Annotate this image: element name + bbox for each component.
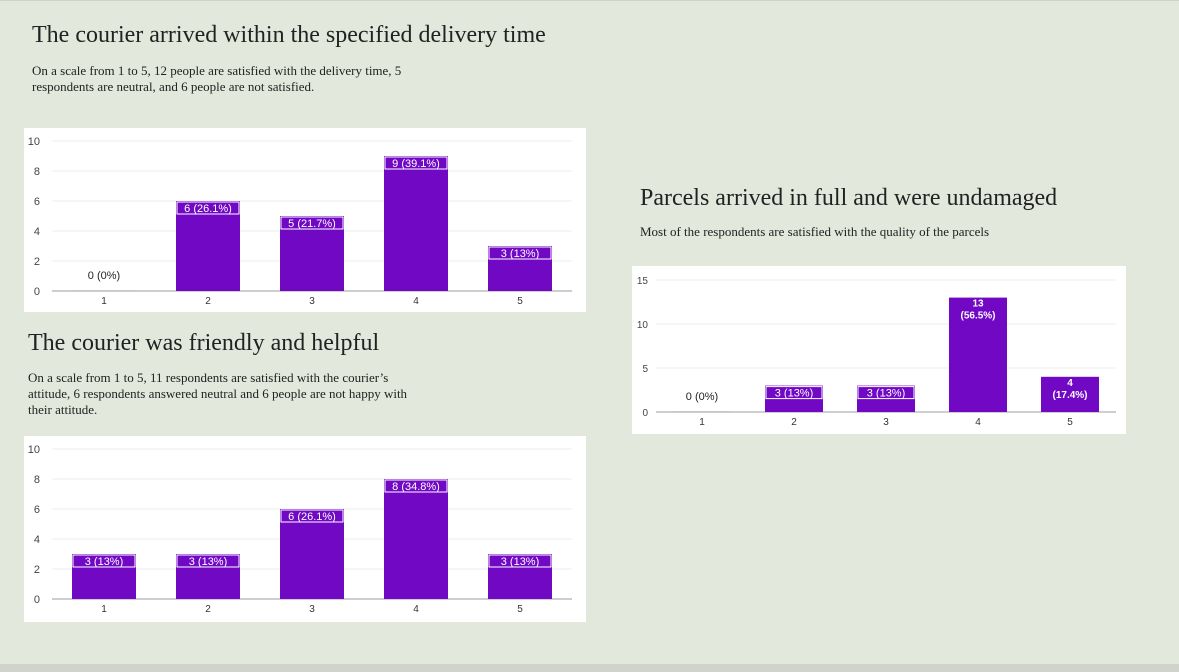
- section-description-courier-friendly: On a scale from 1 to 5, 11 respondents a…: [28, 370, 407, 418]
- x-tick-label: 1: [101, 296, 107, 307]
- description-line: On a scale from 1 to 5, 11 respondents a…: [28, 370, 389, 385]
- bar: [673, 411, 731, 412]
- data-label-box: [176, 201, 240, 215]
- y-tick-label: 10: [637, 320, 649, 331]
- section-title-courier-friendly: The courier was friendly and helpful: [28, 330, 380, 356]
- y-tick-label: 5: [642, 364, 648, 375]
- data-label: 4: [1067, 378, 1073, 389]
- bar: [176, 554, 240, 599]
- bar: [280, 509, 344, 599]
- bar: [176, 201, 240, 291]
- y-tick-label: 0: [34, 594, 40, 606]
- y-tick-label: 8: [34, 166, 40, 178]
- bar: [488, 246, 552, 291]
- bottom-bar: [0, 664, 1179, 672]
- data-label: 3 (13%): [867, 388, 906, 400]
- y-tick-label: 6: [34, 504, 40, 516]
- bar: [949, 297, 1007, 412]
- data-label-box: [765, 386, 823, 400]
- section-description-delivery-time: On a scale from 1 to 5, 12 people are sa…: [32, 63, 401, 95]
- data-label: 3 (13%): [189, 556, 228, 568]
- data-label: 8 (34.8%): [392, 481, 440, 493]
- x-tick-label: 1: [101, 604, 107, 615]
- data-label-box: [857, 386, 915, 400]
- x-tick-label: 3: [309, 296, 315, 307]
- bar-chart-delivery-time: 0 2 4 6 8 10 0 (0%) 1 6 (26.1%) 2 5 (21.7%) 3 9 (39.…: [28, 136, 572, 307]
- data-label: 3 (13%): [501, 556, 540, 568]
- y-tick-label: 10: [28, 444, 40, 456]
- y-tick-label: 10: [28, 136, 40, 148]
- description-line: Most of the respondents are satisfied wi…: [640, 224, 990, 239]
- data-label: 13: [972, 299, 984, 310]
- x-tick-label: 3: [309, 604, 315, 615]
- data-label-box: [488, 554, 552, 568]
- data-label-box: [488, 246, 552, 260]
- y-tick-label: 4: [34, 226, 40, 238]
- data-label: (17.4%): [1052, 390, 1087, 401]
- data-label: 6 (26.1%): [288, 511, 336, 523]
- x-tick-label: 4: [975, 417, 981, 428]
- description-line: their attitude.: [28, 402, 98, 417]
- data-label: 6 (26.1%): [184, 203, 232, 215]
- section-description-parcels-undamaged: Most of the respondents are satisfied wi…: [640, 224, 989, 240]
- x-tick-label: 2: [791, 417, 797, 428]
- description-line: attitude, 6 respondents answered neutral…: [28, 386, 408, 401]
- y-tick-label: 15: [637, 276, 649, 287]
- x-tick-label: 4: [413, 604, 419, 615]
- y-tick-label: 6: [34, 196, 40, 208]
- y-tick-label: 8: [34, 474, 40, 486]
- data-label: 3 (13%): [85, 556, 124, 568]
- x-tick-label: 2: [205, 296, 211, 307]
- description-line: On a scale from 1 to 5, 12 people are sa…: [32, 63, 402, 78]
- x-tick-label: 5: [517, 296, 523, 307]
- bar-chart-courier-friendly: 0 2 4 6 8 10 3 (13%) 1 3 (13%) 2 6 (26.1%) 3 8 (34.8…: [28, 444, 572, 615]
- x-tick-label: 5: [1067, 417, 1073, 428]
- y-tick-label: 4: [34, 534, 40, 546]
- data-label: 9 (39.1%): [392, 158, 440, 170]
- data-label-box: [72, 554, 136, 568]
- data-label: 3 (13%): [775, 388, 814, 400]
- bar: [72, 554, 136, 599]
- x-tick-label: 2: [205, 604, 211, 615]
- data-label: 0 (0%): [686, 391, 718, 403]
- data-label: 3 (13%): [501, 248, 540, 260]
- description-line: respondents are neutral, and 6 people ar…: [32, 79, 315, 94]
- section-title-parcels-undamaged: Parcels arrived in full and were undamag…: [640, 185, 1058, 211]
- data-label-box: [280, 216, 344, 230]
- data-label: (56.5%): [960, 311, 995, 322]
- bar: [384, 479, 448, 599]
- y-tick-label: 2: [34, 256, 40, 268]
- data-label-box: [176, 554, 240, 568]
- bar-chart-parcels-undamaged: 0 5 10 15 0 (0%) 1 3 (13%) 2 3 (13%) 3 13(56.5%) 4 4…: [637, 276, 1116, 428]
- x-tick-label: 4: [413, 296, 419, 307]
- bar: [72, 290, 136, 291]
- data-label: 5 (21.7%): [288, 218, 336, 230]
- x-tick-label: 3: [883, 417, 889, 428]
- bar: [1041, 376, 1099, 412]
- y-tick-label: 0: [34, 286, 40, 298]
- top-border: [0, 0, 1179, 1]
- data-label-box: [280, 509, 344, 523]
- bar: [488, 554, 552, 599]
- data-label-box: [384, 479, 448, 493]
- section-title-delivery-time: The courier arrived within the specified…: [32, 22, 546, 48]
- data-label-box: [384, 156, 448, 170]
- x-tick-label: 1: [699, 417, 705, 428]
- data-label: 0 (0%): [88, 270, 120, 282]
- bar: [384, 156, 448, 291]
- y-tick-label: 0: [642, 408, 648, 419]
- x-tick-label: 5: [517, 604, 523, 615]
- y-tick-label: 2: [34, 564, 40, 576]
